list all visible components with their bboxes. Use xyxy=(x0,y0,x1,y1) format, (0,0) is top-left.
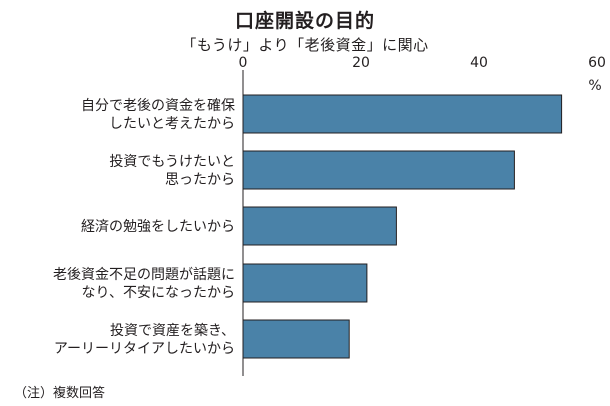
x-tick-label-1: 20 xyxy=(352,55,370,71)
category-label-3: 老後資金不足の問題が話題になり、不安になったから xyxy=(53,266,235,301)
bar-1 xyxy=(242,150,515,190)
bar-3 xyxy=(242,263,368,303)
unit-label: % xyxy=(588,78,601,94)
category-label-1: 投資でもうけたいと思ったから xyxy=(109,154,235,188)
bar-0 xyxy=(242,94,563,134)
x-tick-label-3: 60 xyxy=(588,55,606,71)
category-label-4: 投資で資産を築き、アーリーリタイアしたいから xyxy=(54,323,235,357)
x-tick-label-2: 40 xyxy=(470,55,488,71)
chart-note: （注）複数回答 xyxy=(14,386,106,401)
category-label-0: 自分で老後の資金を確保したいと考えたから xyxy=(81,98,235,132)
chart-title: 口座開設の目的 xyxy=(234,10,375,32)
chart-subtitle: 「もうけ」より「老後資金」に関心 xyxy=(181,36,429,54)
x-tick-label-0: 0 xyxy=(239,55,248,71)
bar-2 xyxy=(242,206,397,246)
bar-4 xyxy=(242,319,350,359)
category-label-2: 経済の勉強をしたいから xyxy=(81,219,235,235)
